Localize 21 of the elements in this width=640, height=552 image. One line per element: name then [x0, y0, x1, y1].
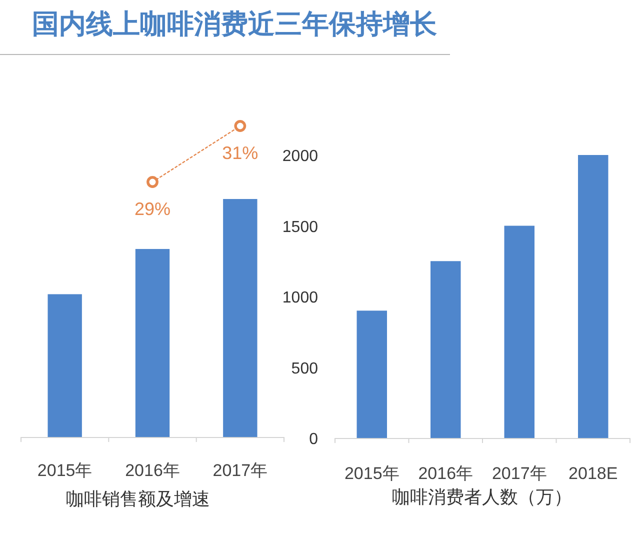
- x-axis-title: 咖啡销售额及增速: [66, 489, 210, 509]
- y-tick-label: 1000: [282, 290, 318, 306]
- x-tick-label: 2017年: [212, 461, 268, 480]
- y-tick-label: 500: [291, 360, 318, 378]
- bar: [356, 310, 387, 438]
- x-tick-label: 2016年: [125, 461, 180, 480]
- y-tick-label: 2000: [282, 148, 318, 165]
- x-axis-title: 咖啡消费者人数（万）: [392, 487, 572, 507]
- title: 国内线上咖啡消费近三年保持增长: [32, 9, 437, 40]
- data-label: 29%: [134, 199, 171, 219]
- bar: [430, 261, 461, 438]
- x-tick-label: 2017年: [492, 464, 547, 483]
- x-tick-label: 2016年: [418, 464, 474, 483]
- x-tick-label: 2018E: [568, 464, 618, 483]
- x-tick-label: 2015年: [344, 464, 400, 483]
- bar: [504, 226, 534, 438]
- y-tick-label: 0: [309, 431, 318, 448]
- x-tick-label: 2015年: [37, 461, 92, 480]
- data-label: 31%: [222, 143, 258, 163]
- y-tick-label: 1500: [282, 218, 318, 236]
- bar: [578, 155, 608, 438]
